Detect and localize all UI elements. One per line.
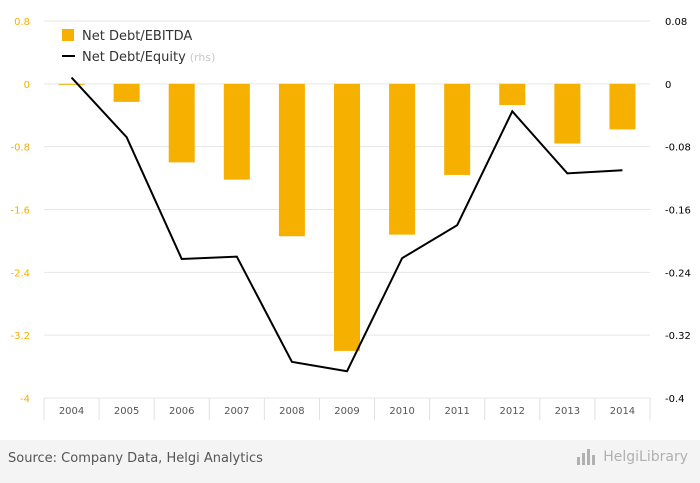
x-tick-label: 2005 — [114, 406, 139, 417]
legend-label-equity: Net Debt/Equity (rhs) — [82, 50, 215, 65]
left-y-axis: 0.8 0 -0.8 -1.6 -2.4 -3.2 -4 — [10, 17, 30, 405]
x-tick-label: 2011 — [444, 406, 469, 417]
right-tick-label: -0.4 — [665, 394, 685, 405]
x-tick-label: 2009 — [334, 406, 359, 417]
bar-2008 — [278, 83, 305, 237]
bar-2010 — [389, 83, 416, 235]
source-text: Source: Company Data, Helgi Analytics — [8, 451, 263, 466]
bar-2006 — [168, 83, 195, 163]
right-tick-label: -0.24 — [665, 268, 691, 279]
bar-2005 — [113, 83, 140, 102]
line-series — [70, 76, 623, 373]
left-tick-label: -0.8 — [10, 143, 30, 154]
right-tick-label: -0.32 — [665, 331, 691, 342]
bar-2012 — [499, 83, 526, 106]
left-tick-label: 0 — [24, 80, 30, 91]
x-tick-label: 2014 — [610, 406, 635, 417]
x-tick-label: 2004 — [59, 406, 84, 417]
x-tick-label: 2007 — [224, 406, 249, 417]
bar-series — [58, 83, 636, 351]
right-tick-label: 0.08 — [665, 17, 687, 28]
legend: Net Debt/EBITDA Net Debt/Equity (rhs) — [62, 29, 215, 65]
bar-2013 — [554, 83, 581, 144]
legend-label-ebitda: Net Debt/EBITDA — [82, 29, 192, 44]
right-y-axis: 0.08 0 -0.08 -0.16 -0.24 -0.32 -0.4 — [665, 17, 691, 405]
bar-2011 — [444, 83, 471, 175]
net-debt-equity-line — [70, 76, 623, 373]
left-tick-label: -1.6 — [10, 206, 30, 217]
x-tick-label: 2012 — [500, 406, 525, 417]
right-tick-label: -0.16 — [665, 206, 691, 217]
combo-chart: 0.8 0 -0.8 -1.6 -2.4 -3.2 -4 0.08 0 -0.08 -0.16 -0… — [10, 17, 691, 420]
x-tick-label: 2010 — [389, 406, 414, 417]
bar-2004 — [58, 83, 85, 85]
x-tick-label: 2008 — [279, 406, 304, 417]
helgi-library-logo: HelgiLibrary — [577, 449, 688, 465]
bar-2014 — [609, 83, 636, 130]
left-tick-label: -3.2 — [10, 331, 30, 342]
right-tick-label: -0.08 — [665, 143, 691, 154]
right-tick-label: 0 — [665, 80, 671, 91]
left-tick-label: -4 — [20, 394, 30, 405]
legend-swatch-ebitda — [62, 29, 74, 41]
x-tick-label: 2006 — [169, 406, 194, 417]
footer: Source: Company Data, Helgi Analytics He… — [0, 440, 700, 483]
x-axis: 2004 2005 2006 2007 2008 2009 2010 2011 2012 2013… — [43, 398, 651, 420]
bar-2009 — [334, 83, 360, 351]
logo-bars-icon — [577, 449, 597, 465]
left-tick-label: -2.4 — [10, 268, 30, 279]
left-tick-label: 0.8 — [14, 17, 30, 28]
x-tick-label: 2013 — [555, 406, 580, 417]
bar-2007 — [223, 83, 250, 180]
logo-text: HelgiLibrary — [603, 449, 688, 465]
